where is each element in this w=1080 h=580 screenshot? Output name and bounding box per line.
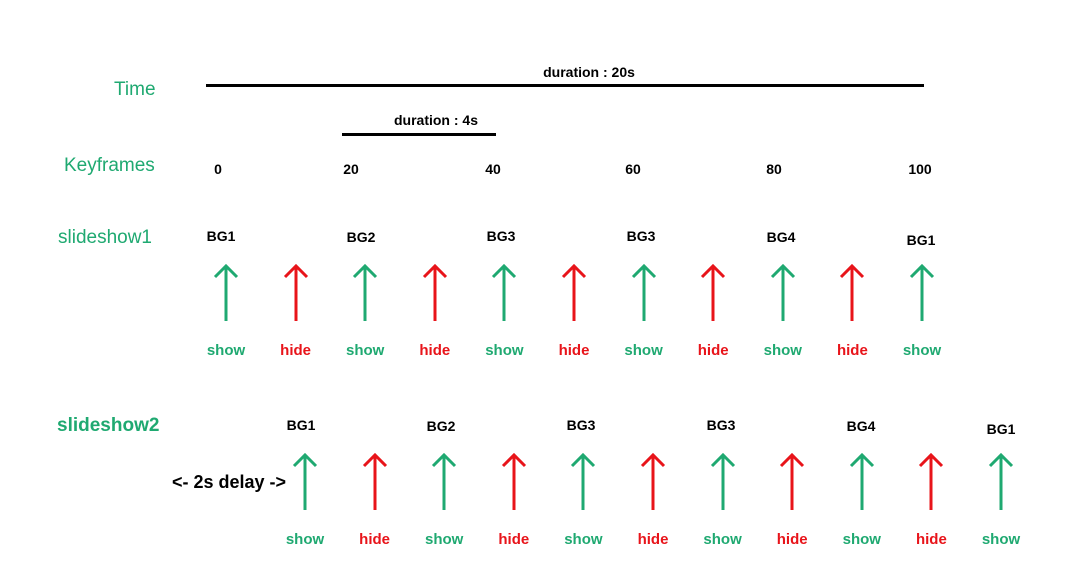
show-event-label: show [564,531,603,548]
keyframe-label: 20 [343,161,359,177]
show-event-label: show [285,531,325,548]
hide-arrow-icon [840,263,865,321]
show-event-label: show [485,342,524,359]
hide-event-label: hide [359,531,391,548]
show-arrow-icon [631,263,656,321]
keyframe-label: 80 [766,161,782,177]
hide-event-label: hide [836,342,868,359]
show-arrow-icon [353,263,378,321]
hide-event-label: hide [637,531,669,548]
show-arrow-icon [849,452,874,510]
hide-event-label: hide [697,342,729,359]
show-event-label: show [624,342,663,359]
step-duration-label: duration : 4s [393,112,479,128]
hide-arrow-icon [362,452,387,510]
hide-arrow-icon [919,452,944,510]
show-event-label: show [981,531,1021,548]
show-event-label: show [703,531,742,548]
background-label: BG1 [906,232,936,248]
background-label: BG1 [206,228,236,244]
keyframe-label: 0 [214,161,222,177]
hide-arrow-icon [780,452,805,510]
show-arrow-icon [432,452,457,510]
show-event-label: show [902,342,942,359]
step-duration-line [342,133,496,136]
slideshow2-label: slideshow2 [57,415,160,436]
keyframe-label: 40 [485,161,501,177]
hide-arrow-icon [283,263,308,321]
show-event-label: show [763,342,802,359]
hide-event-label: hide [419,342,451,359]
show-arrow-icon [770,263,795,321]
background-label: BG4 [766,229,796,245]
show-arrow-icon [710,452,735,510]
background-label: BG1 [286,417,316,433]
background-label: BG3 [566,417,596,433]
show-arrow-icon [909,263,935,321]
hide-event-label: hide [558,342,590,359]
total-duration-line [206,84,924,87]
show-arrow-icon [292,452,318,510]
time-label: Time [114,79,156,100]
hide-event-label: hide [915,531,947,548]
hide-event-label: hide [280,342,312,359]
delay-annotation: <- 2s delay -> [172,472,287,492]
background-label: BG3 [626,228,656,244]
show-event-label: show [206,342,246,359]
background-label: BG3 [706,417,736,433]
total-duration-label: duration : 20s [543,64,635,80]
show-arrow-icon [213,263,239,321]
slideshow1-label: slideshow1 [58,227,152,248]
background-label: BG1 [986,421,1016,437]
background-label: BG4 [846,418,876,434]
background-label: BG2 [346,229,376,245]
show-event-label: show [842,531,881,548]
show-arrow-icon [988,452,1014,510]
show-event-label: show [425,531,464,548]
keyframe-label: 60 [625,161,641,177]
show-arrow-icon [571,452,596,510]
hide-event-label: hide [776,531,808,548]
hide-event-label: hide [498,531,530,548]
hide-arrow-icon [640,452,666,510]
hide-arrow-icon [501,452,526,510]
hide-arrow-icon [422,263,447,321]
background-label: BG3 [486,228,516,244]
show-arrow-icon [492,263,517,321]
hide-arrow-icon [561,263,587,321]
keyframe-label: 100 [908,161,932,177]
show-event-label: show [346,342,385,359]
hide-arrow-icon [701,263,726,321]
background-label: BG2 [426,418,456,434]
keyframes-label: Keyframes [64,155,155,176]
